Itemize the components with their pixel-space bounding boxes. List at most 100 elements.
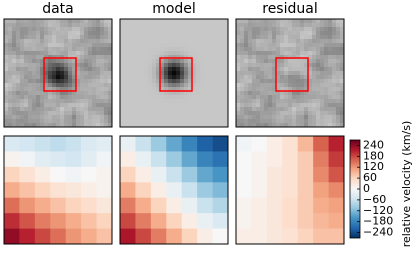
pixel (264, 63, 269, 68)
pixel (252, 83, 257, 88)
pixel (52, 47, 57, 52)
pixel (68, 103, 73, 108)
pixel (244, 95, 249, 100)
pixel (20, 111, 25, 116)
pixel (284, 27, 289, 32)
pixel (300, 115, 305, 120)
pixel (40, 119, 45, 124)
heatmap-cell (328, 228, 345, 245)
pixel (92, 63, 97, 68)
pixel (52, 123, 57, 128)
pixel (252, 95, 257, 100)
pixel (248, 95, 253, 100)
pixel (24, 39, 29, 44)
pixel (136, 107, 141, 112)
pixel (32, 55, 37, 60)
pixel (12, 87, 17, 92)
heatmap-cell (236, 166, 252, 183)
heatmap-cell (81, 166, 97, 183)
pixel (324, 43, 329, 48)
pixel (124, 27, 129, 32)
pixel (4, 59, 9, 64)
pixel (260, 19, 265, 24)
pixel (60, 87, 65, 92)
heatmap-cell (282, 166, 299, 183)
pixel (124, 43, 129, 48)
pixel (216, 59, 221, 64)
pixel (204, 115, 209, 120)
pixel (80, 83, 85, 88)
pixel (244, 23, 249, 28)
pixel (284, 19, 289, 24)
pixel (136, 35, 141, 40)
pixel (216, 67, 221, 72)
pixel (340, 79, 345, 84)
pixel (108, 83, 113, 88)
pixel (56, 27, 61, 32)
pixel (260, 59, 265, 64)
pixel (168, 83, 173, 88)
pixel (284, 111, 289, 116)
pixel (180, 99, 185, 104)
heatmap-cell (96, 151, 113, 168)
pixel (44, 27, 49, 32)
pixel (36, 115, 41, 120)
pixel (292, 35, 297, 40)
pixel (40, 31, 45, 36)
heatmap-cell (120, 228, 136, 245)
pixel (144, 107, 149, 112)
pixel (264, 35, 269, 40)
pixel (216, 19, 221, 24)
pixel (32, 39, 37, 44)
pixel (188, 67, 193, 72)
pixel (324, 95, 329, 100)
pixel (48, 87, 53, 92)
pixel (236, 75, 241, 80)
pixel (208, 31, 213, 36)
pixel (328, 107, 333, 112)
heatmap-cell (212, 213, 229, 229)
pixel (44, 59, 49, 64)
heatmap-cell (313, 166, 329, 183)
pixel (180, 59, 185, 64)
heatmap-cell (50, 213, 67, 229)
pixel (220, 35, 225, 40)
pixel (284, 55, 289, 60)
pixel (336, 27, 341, 32)
pixel (24, 35, 29, 40)
pixel (260, 123, 265, 128)
pixel (316, 123, 321, 128)
pixel (168, 47, 173, 52)
pixel (244, 19, 249, 24)
pixel (140, 43, 145, 48)
pixel (188, 39, 193, 44)
pixel (8, 31, 13, 36)
pixel (64, 83, 69, 88)
pixel (56, 115, 61, 120)
pixel (292, 55, 297, 60)
heatmap-cell (81, 136, 97, 152)
pixel (128, 107, 133, 112)
pixel (220, 83, 225, 88)
pixel (8, 119, 13, 124)
pixel (328, 31, 333, 36)
pixel (172, 71, 177, 76)
pixel (108, 99, 113, 104)
pixel (76, 27, 81, 32)
pixel (288, 63, 293, 68)
pixel (300, 83, 305, 88)
pixel (180, 35, 185, 40)
pixel (132, 51, 137, 56)
pixel (152, 83, 157, 88)
pixel (52, 59, 57, 64)
pixel (224, 107, 229, 112)
heatmap-cell (197, 213, 213, 229)
pixel (140, 123, 145, 128)
pixel (80, 31, 85, 36)
pixel (128, 27, 133, 32)
pixel (36, 119, 41, 124)
pixel (72, 83, 77, 88)
pixel (208, 55, 213, 60)
pixel (76, 107, 81, 112)
heatmap-cell (313, 197, 329, 214)
